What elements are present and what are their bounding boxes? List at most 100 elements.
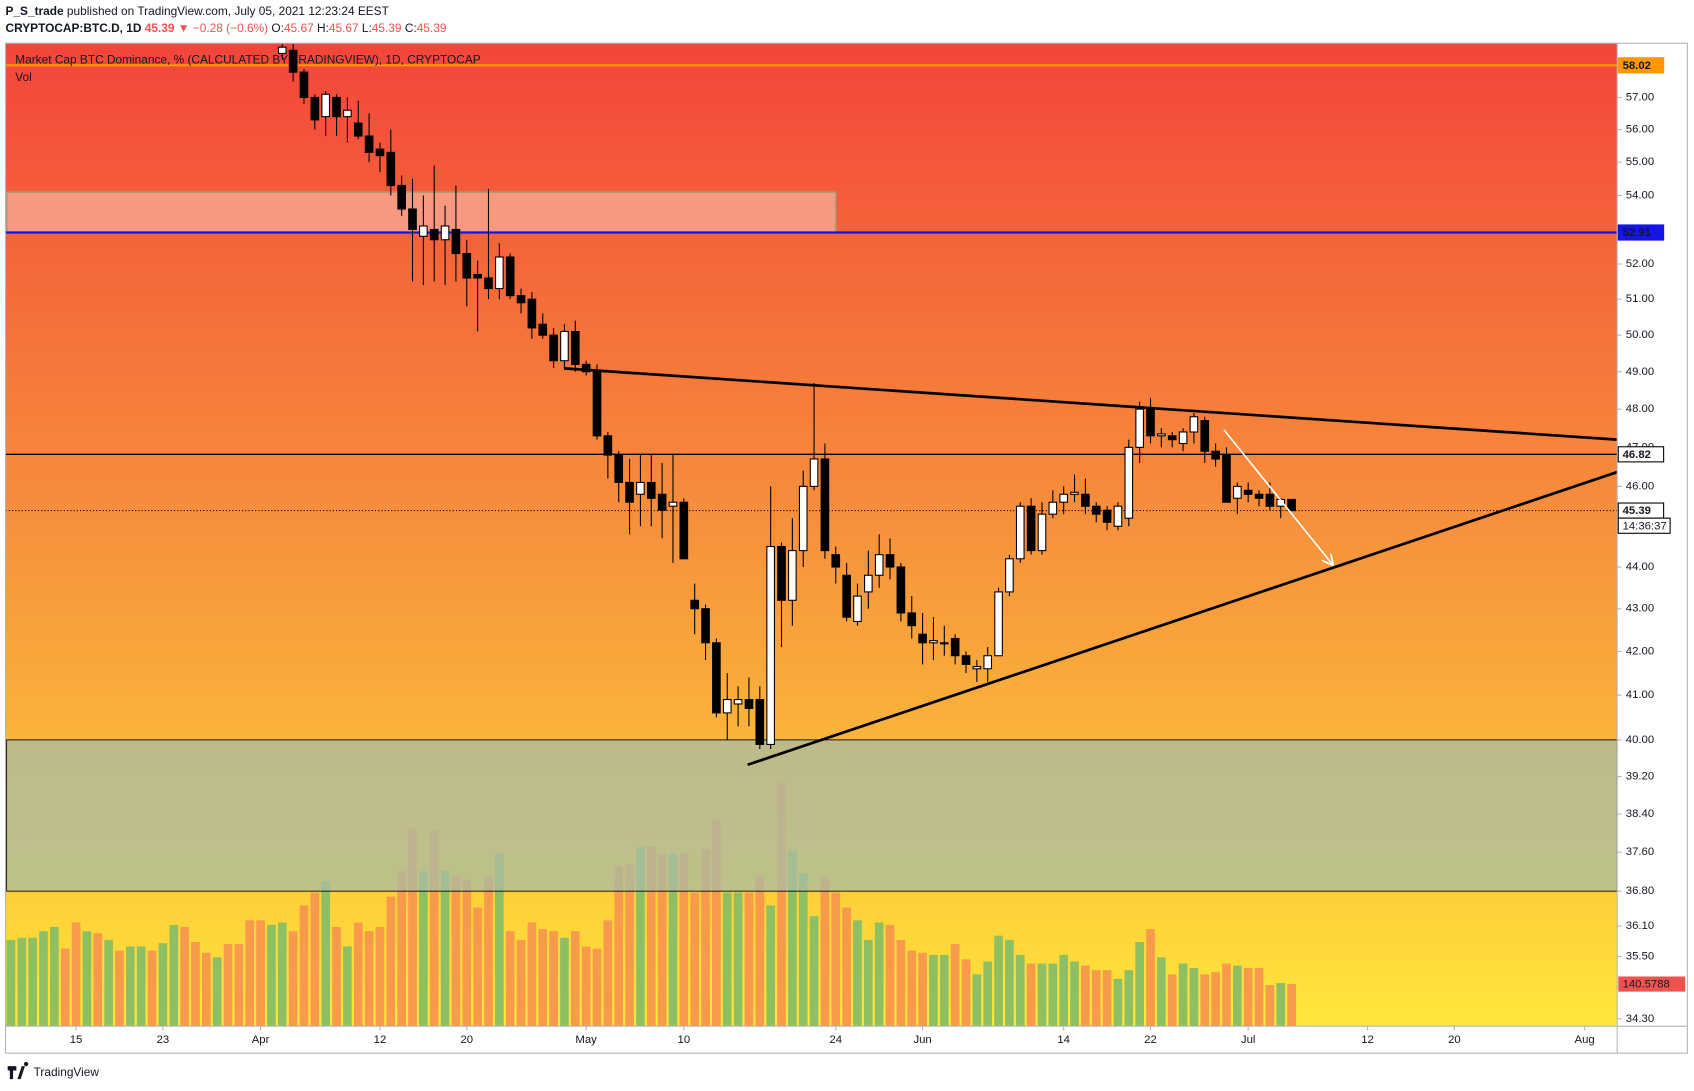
volume-bar <box>353 922 363 1027</box>
candle-body <box>636 481 645 495</box>
candle-body <box>896 566 906 614</box>
candle-body <box>516 295 526 304</box>
y-tick-label: 44.00 <box>1626 561 1654 573</box>
candle-body <box>983 655 993 670</box>
volume-bar <box>6 939 16 1027</box>
level-label-box <box>1617 57 1665 74</box>
volume-bar <box>755 875 765 1027</box>
candle-body <box>766 545 775 745</box>
volume-bar <box>603 920 613 1027</box>
volume-last: 140.5788 <box>1623 979 1670 991</box>
candle-body <box>1157 433 1166 437</box>
volume-bar <box>1178 963 1188 1027</box>
volume-bar <box>885 924 895 1027</box>
candle-body <box>495 256 504 290</box>
volume-bar <box>1167 974 1177 1027</box>
y-tick-label: 50.00 <box>1626 329 1654 341</box>
candle-body <box>364 135 374 153</box>
candle-body <box>646 481 656 499</box>
y-tick-label: 54.00 <box>1626 190 1654 202</box>
legend-vol: Vol <box>15 70 32 84</box>
volume-bar <box>50 926 59 1027</box>
candle-body <box>907 612 917 627</box>
candle-body <box>614 454 624 483</box>
y-tick-label: 40.00 <box>1626 734 1654 746</box>
candle-body <box>538 323 548 336</box>
candle-body <box>961 655 971 665</box>
x-tick-label: Aug <box>1575 1034 1595 1046</box>
volume-bar <box>440 870 450 1027</box>
volume-bar <box>1233 965 1242 1027</box>
y-tick-label: 57.00 <box>1626 91 1654 103</box>
volume-bar <box>93 933 103 1027</box>
candle-body <box>332 96 341 118</box>
volume-bar <box>1146 929 1155 1027</box>
x-tick-label: 12 <box>374 1034 387 1046</box>
candle-body <box>1081 493 1090 507</box>
volume-bar <box>267 924 276 1027</box>
candle-body <box>1037 513 1047 552</box>
volume-bar <box>527 922 537 1027</box>
volume-bar <box>343 946 352 1027</box>
candle-body <box>570 330 580 365</box>
candle-body <box>809 458 819 487</box>
candle-body <box>581 363 591 373</box>
level-label: 45.39 <box>1623 505 1651 517</box>
candle-body <box>419 225 428 237</box>
volume-bar <box>310 892 320 1027</box>
time-axis <box>5 1026 1618 1054</box>
volume-bar <box>788 849 797 1027</box>
volume-bar <box>245 920 255 1027</box>
volume-bar <box>516 939 526 1027</box>
footer: TradingView <box>34 1065 100 1079</box>
volume-bar <box>299 905 309 1027</box>
volume-bar <box>972 974 982 1027</box>
volume-bar <box>505 931 515 1027</box>
x-tick-label: 15 <box>70 1034 83 1046</box>
change: ▼ −0.28 (−0.6%) <box>178 21 268 35</box>
x-tick-label: 24 <box>829 1034 842 1046</box>
volume-bar <box>809 916 819 1027</box>
volume-bar <box>462 879 472 1027</box>
candle-body <box>1146 408 1155 437</box>
candle-body <box>972 666 982 670</box>
candle-body <box>939 642 949 645</box>
candle-body <box>592 371 602 437</box>
volume-bar <box>961 959 971 1027</box>
candle-body <box>690 599 700 610</box>
last: 45.39 <box>145 21 175 35</box>
volume-bar <box>1211 972 1220 1027</box>
volume-bar <box>549 931 558 1027</box>
y-tick-label: 38.40 <box>1626 808 1654 820</box>
volume-bar <box>419 870 428 1027</box>
volume-bar <box>180 926 189 1027</box>
candle-body <box>1178 431 1188 445</box>
level-label-box <box>1617 446 1665 463</box>
volume-bar <box>429 829 439 1027</box>
logo <box>7 1061 29 1080</box>
candle-body <box>733 698 743 705</box>
level-label-box <box>1617 224 1665 241</box>
candle-body <box>1091 505 1101 515</box>
volume-bar <box>39 931 48 1027</box>
candle-body <box>918 633 927 644</box>
y-tick-label: 55.00 <box>1626 156 1654 168</box>
volume-bar <box>212 957 222 1027</box>
trend-line <box>747 470 1618 767</box>
volume-bar <box>495 853 504 1027</box>
y-tick-label: 37.60 <box>1626 846 1654 858</box>
level-label: 46.82 <box>1623 449 1651 461</box>
candle-body <box>1243 489 1253 495</box>
volume-bar <box>386 896 396 1027</box>
candle-body <box>831 554 841 568</box>
volume-bar <box>1005 939 1014 1027</box>
candle-body <box>1254 493 1264 499</box>
ohlc-key: L: <box>362 21 372 35</box>
volume-bar <box>820 877 830 1027</box>
candle-body <box>929 640 938 644</box>
candle-body <box>864 574 873 593</box>
volume-bar <box>1135 941 1144 1027</box>
candle-body <box>657 493 667 511</box>
volume-bar <box>842 907 851 1027</box>
